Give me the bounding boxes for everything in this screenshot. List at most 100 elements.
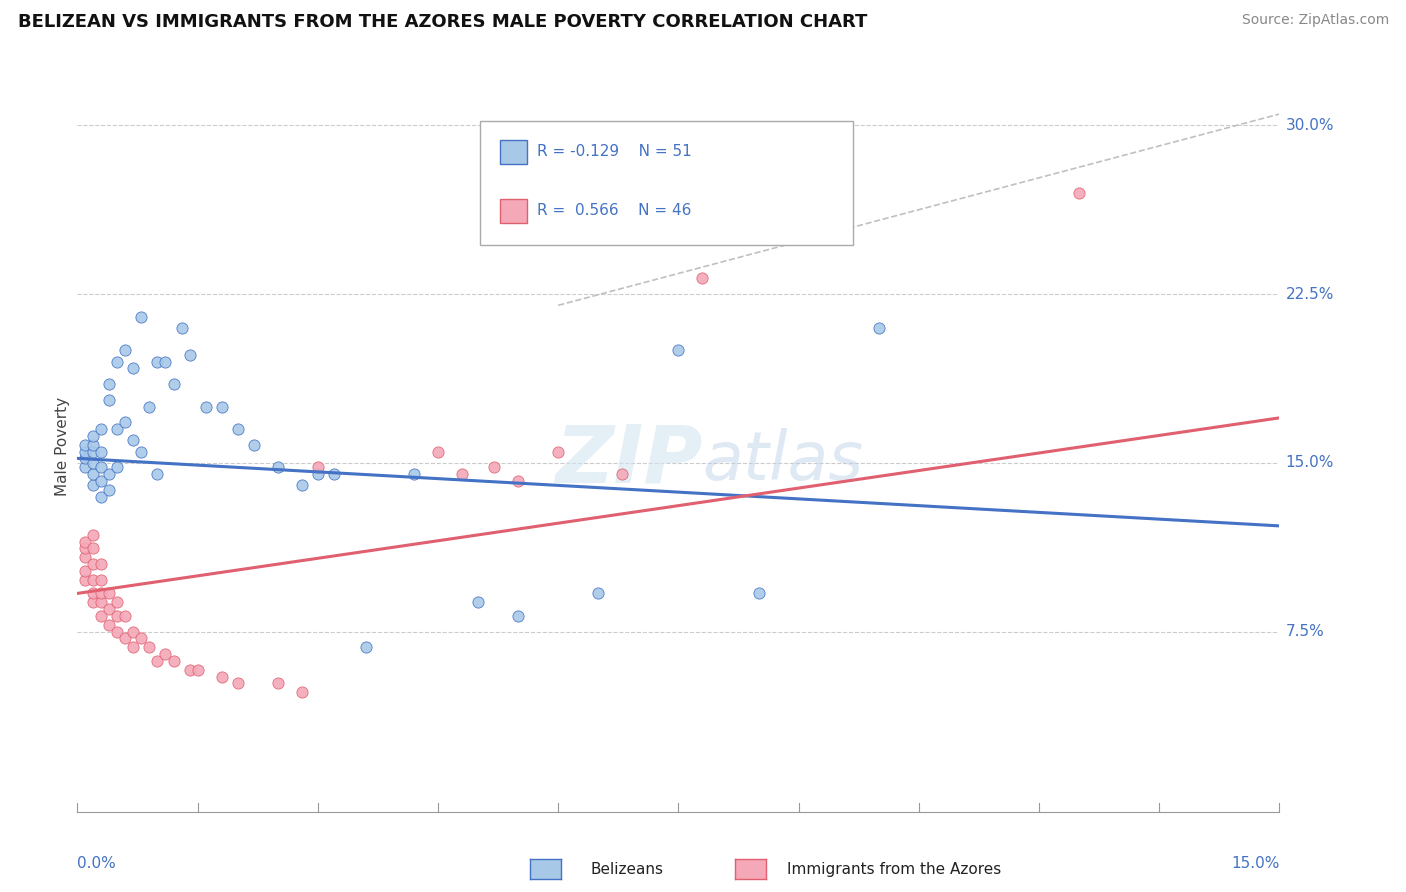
Text: 30.0%: 30.0%: [1285, 118, 1334, 133]
Point: [226, 676, 249, 690]
Point: [114, 632, 136, 646]
FancyBboxPatch shape: [479, 120, 852, 245]
Point: [267, 460, 290, 475]
Bar: [501, 199, 527, 223]
Point: [122, 640, 145, 655]
Point: [90, 573, 112, 587]
Point: [692, 271, 714, 285]
Point: [82, 586, 104, 600]
Point: [122, 361, 145, 376]
Point: [82, 444, 104, 458]
Point: [107, 595, 129, 609]
Point: [114, 343, 136, 358]
Point: [226, 422, 249, 436]
Point: [146, 654, 169, 668]
Point: [427, 444, 450, 458]
Text: Source: ZipAtlas.com: Source: ZipAtlas.com: [1241, 13, 1389, 28]
Point: [211, 670, 233, 684]
Point: [98, 602, 121, 616]
Point: [90, 490, 112, 504]
Point: [98, 586, 121, 600]
Point: [75, 460, 97, 475]
Point: [307, 467, 329, 482]
Text: R =  0.566    N = 46: R = 0.566 N = 46: [537, 203, 690, 218]
Point: [75, 438, 97, 452]
Point: [82, 456, 104, 470]
Text: 15.0%: 15.0%: [1285, 456, 1334, 470]
Point: [75, 573, 97, 587]
Point: [75, 451, 97, 466]
Point: [82, 478, 104, 492]
Point: [186, 663, 209, 677]
Point: [162, 377, 184, 392]
Point: [82, 573, 104, 587]
Point: [90, 557, 112, 571]
Point: [138, 400, 160, 414]
Point: [131, 310, 153, 324]
Point: [90, 474, 112, 488]
Point: [82, 438, 104, 452]
Text: Immigrants from the Azores: Immigrants from the Azores: [787, 863, 1001, 877]
Point: [114, 416, 136, 430]
Point: [75, 550, 97, 565]
Point: [668, 343, 690, 358]
Point: [170, 321, 193, 335]
Point: [1069, 186, 1091, 200]
Point: [354, 640, 377, 655]
Point: [82, 467, 104, 482]
Y-axis label: Male Poverty: Male Poverty: [55, 396, 70, 496]
Point: [322, 467, 344, 482]
Point: [748, 586, 770, 600]
Point: [98, 392, 121, 407]
Point: [98, 483, 121, 497]
Point: [267, 676, 290, 690]
Point: [75, 541, 97, 556]
Text: 7.5%: 7.5%: [1285, 624, 1324, 640]
Point: [98, 467, 121, 482]
Point: [307, 460, 329, 475]
Text: atlas: atlas: [703, 427, 863, 493]
Point: [114, 608, 136, 623]
Point: [547, 444, 569, 458]
Point: [467, 595, 489, 609]
Text: ZIP: ZIP: [555, 422, 703, 500]
Point: [82, 541, 104, 556]
Point: [107, 608, 129, 623]
Point: [146, 467, 169, 482]
Point: [211, 400, 233, 414]
Point: [75, 564, 97, 578]
Point: [138, 640, 160, 655]
Point: [90, 422, 112, 436]
Point: [90, 608, 112, 623]
Point: [612, 467, 634, 482]
Point: [588, 586, 610, 600]
Point: [75, 444, 97, 458]
Point: [90, 595, 112, 609]
Text: 0.0%: 0.0%: [77, 855, 117, 871]
Point: [179, 348, 201, 362]
Point: [131, 444, 153, 458]
Point: [90, 586, 112, 600]
Point: [868, 321, 890, 335]
Point: [82, 557, 104, 571]
Point: [107, 422, 129, 436]
Text: 15.0%: 15.0%: [1232, 855, 1279, 871]
Point: [131, 632, 153, 646]
Text: BELIZEAN VS IMMIGRANTS FROM THE AZORES MALE POVERTY CORRELATION CHART: BELIZEAN VS IMMIGRANTS FROM THE AZORES M…: [18, 13, 868, 31]
Point: [107, 624, 129, 639]
Point: [122, 624, 145, 639]
Bar: [501, 140, 527, 164]
Point: [155, 647, 177, 661]
Point: [82, 528, 104, 542]
Point: [122, 434, 145, 448]
Point: [162, 654, 184, 668]
Point: [291, 478, 314, 492]
Point: [90, 444, 112, 458]
Point: [194, 400, 217, 414]
Point: [90, 460, 112, 475]
Text: R = -0.129    N = 51: R = -0.129 N = 51: [537, 145, 692, 160]
Point: [291, 685, 314, 699]
Point: [82, 429, 104, 443]
Point: [107, 460, 129, 475]
Text: Belizeans: Belizeans: [591, 863, 664, 877]
